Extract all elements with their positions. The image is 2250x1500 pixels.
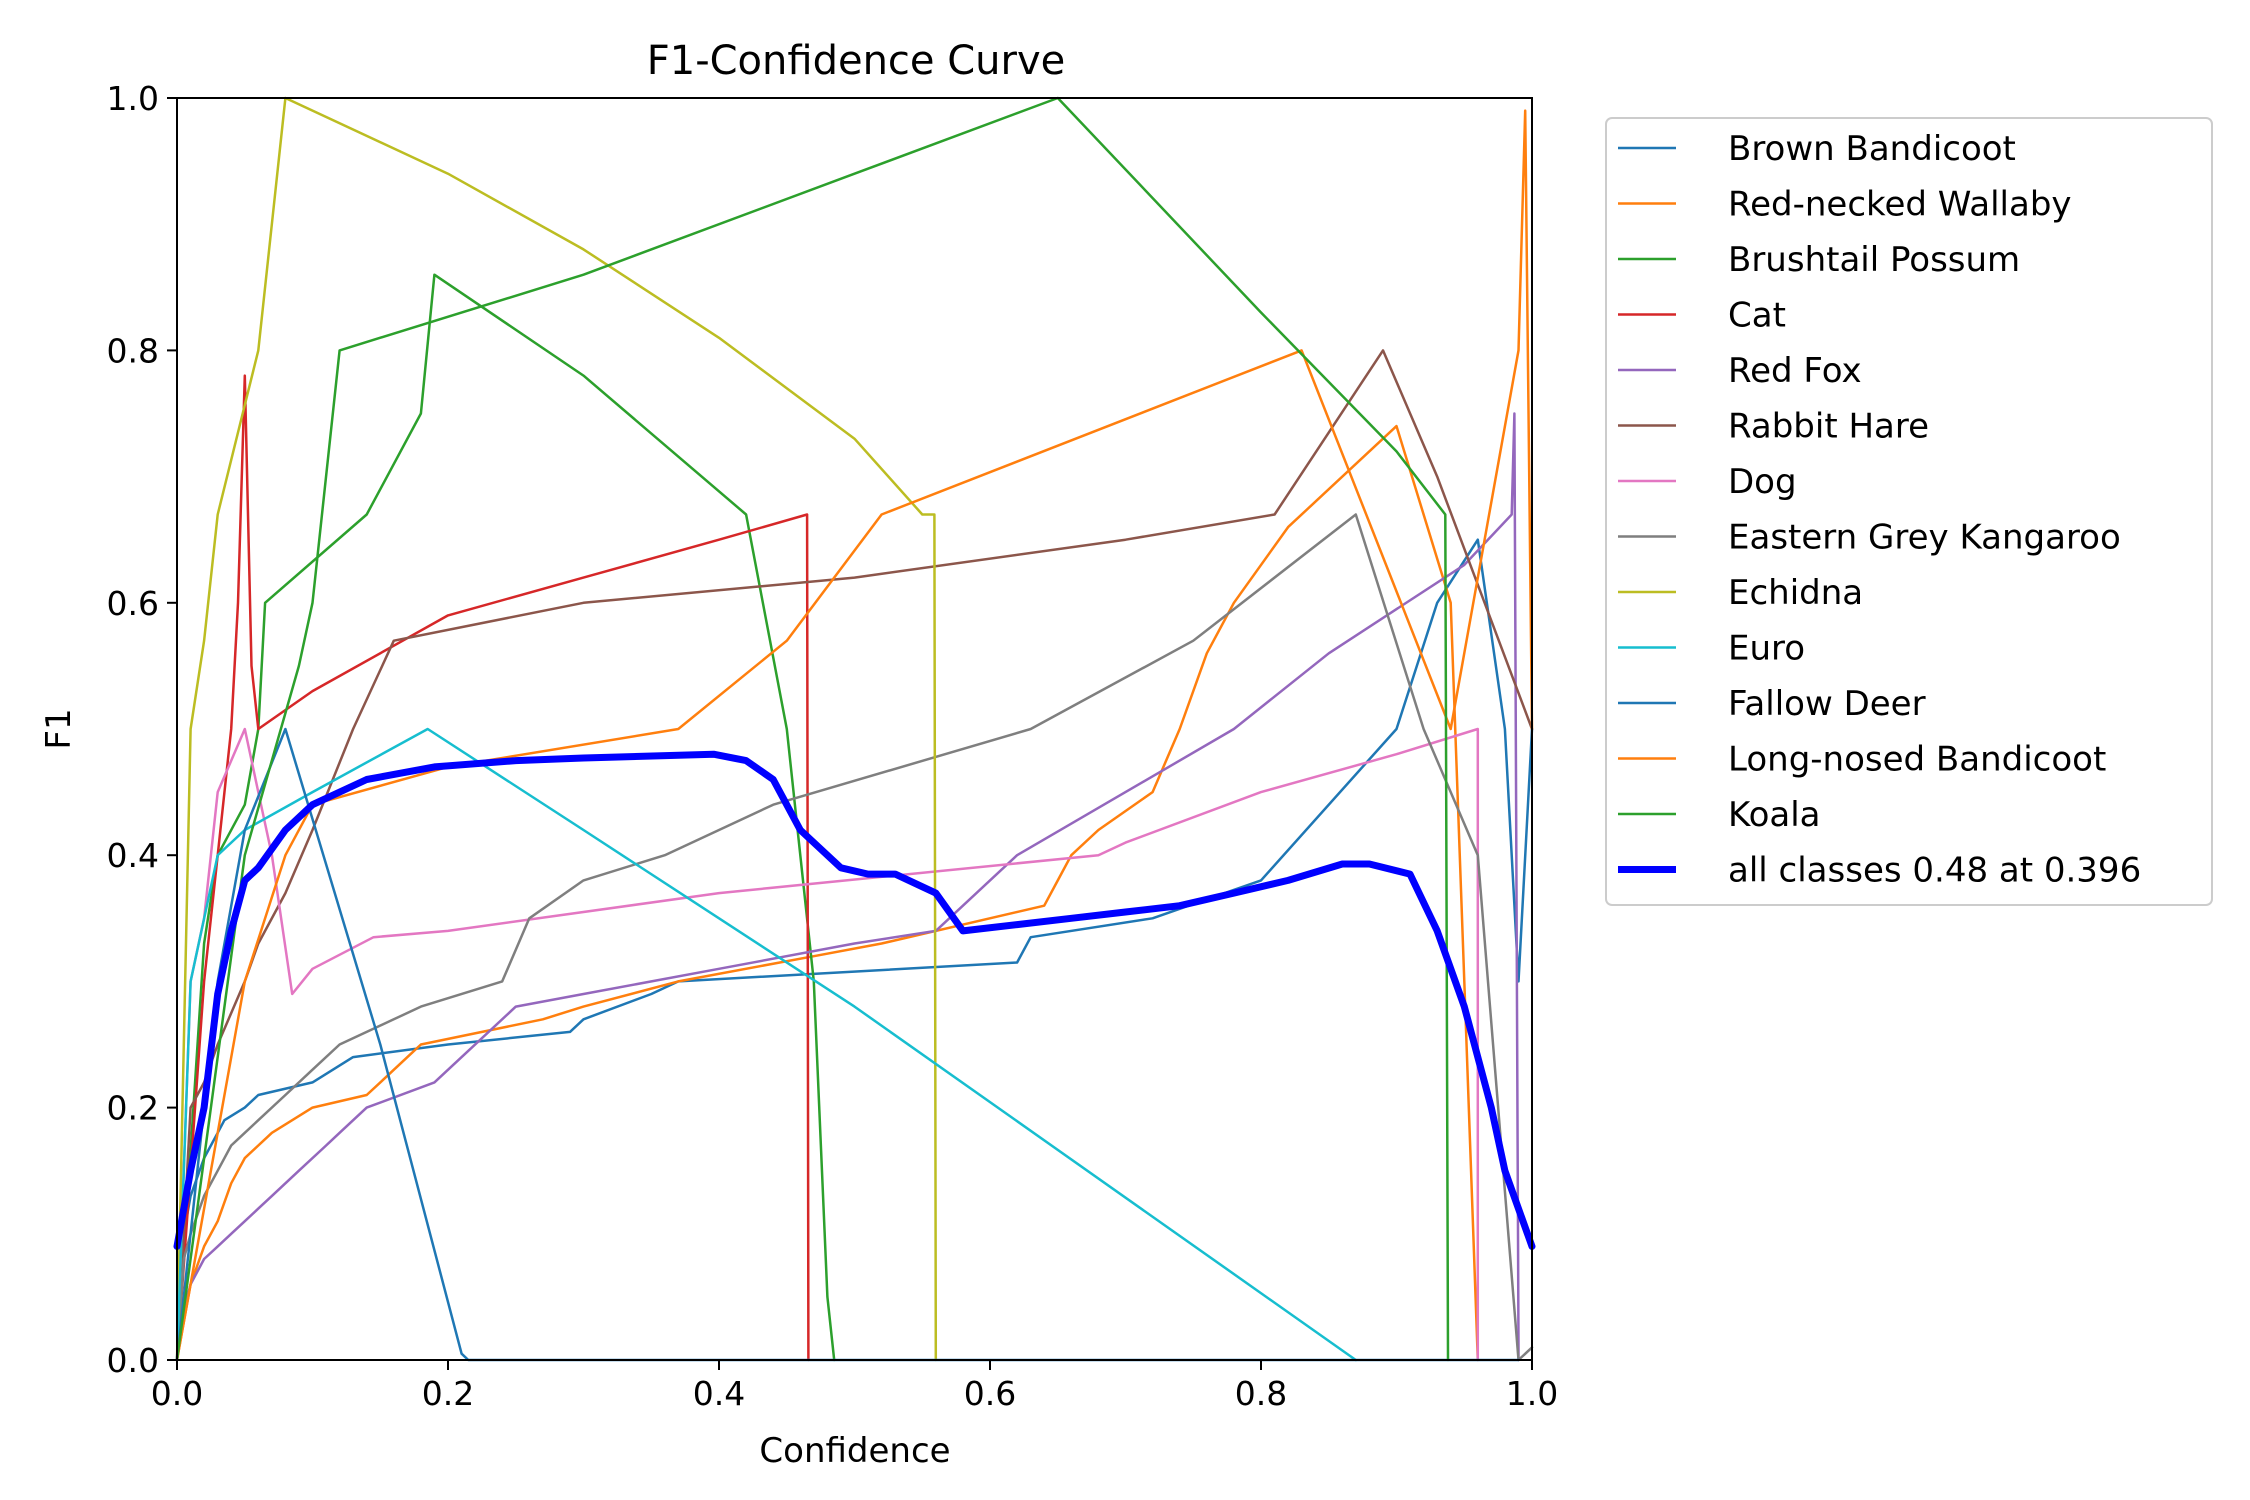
legend-label: Echidna xyxy=(1728,573,1863,613)
series-line-10 xyxy=(175,727,1520,1362)
y-tick-label: 0.0 xyxy=(107,1341,159,1380)
legend-label: Brushtail Possum xyxy=(1728,240,2020,280)
series-line-7 xyxy=(175,513,1534,1362)
series-line-9 xyxy=(175,727,1358,1362)
legend: Brown Bandicoot Red-necked Wallaby Brushta… xyxy=(1605,117,2213,906)
y-tick-label: 1.0 xyxy=(107,79,159,118)
series-line-5 xyxy=(175,349,1534,1362)
legend-label: Dog xyxy=(1728,462,1797,502)
x-axis-ticks: 0.0 0.2 0.4 0.6 0.8 1.0 xyxy=(151,1360,1558,1413)
legend-label: Red Fox xyxy=(1728,351,1862,391)
series-line-6 xyxy=(175,727,1480,1362)
legend-label: all classes 0.48 at 0.396 xyxy=(1728,851,2141,891)
series-line-1 xyxy=(175,424,1480,1362)
x-tick-label: 0.6 xyxy=(964,1374,1016,1413)
series-line-4 xyxy=(175,412,1520,1362)
legend-label: Koala xyxy=(1728,795,1821,835)
plot-frame xyxy=(176,97,1533,1361)
legend-label: Long-nosed Bandicoot xyxy=(1728,740,2106,780)
legend-label: Cat xyxy=(1728,296,1786,336)
series-line-0 xyxy=(175,538,1534,1362)
series-line-2 xyxy=(175,273,836,1362)
legend-label: Rabbit Hare xyxy=(1728,407,1929,447)
y-tick-label: 0.8 xyxy=(107,331,159,370)
y-tick-label: 0.2 xyxy=(107,1089,159,1128)
y-tick-label: 0.4 xyxy=(107,836,159,875)
legend-frame xyxy=(1605,117,2213,906)
x-tick-label: 0.4 xyxy=(693,1374,745,1413)
series-line-11 xyxy=(175,109,1534,1362)
x-tick-label: 0.2 xyxy=(422,1374,474,1413)
series-line-12 xyxy=(175,96,1450,1362)
series-line-13 xyxy=(173,750,1536,1250)
series-line-3 xyxy=(175,374,810,1362)
y-axis-label: F1 xyxy=(39,708,79,749)
legend-label: Brown Bandicoot xyxy=(1728,129,2016,169)
chart-title: F1-Confidence Curve xyxy=(647,38,1066,84)
legend-label: Fallow Deer xyxy=(1728,684,1926,724)
y-axis-ticks: 0.0 0.2 0.4 0.6 0.8 1.0 xyxy=(107,79,177,1380)
legend-label: Euro xyxy=(1728,629,1805,669)
legend-label: Red-necked Wallaby xyxy=(1728,185,2072,225)
x-tick-label: 0.0 xyxy=(151,1374,203,1413)
x-tick-label: 1.0 xyxy=(1506,1374,1558,1413)
y-tick-label: 0.6 xyxy=(107,584,159,623)
legend-label: Eastern Grey Kangaroo xyxy=(1728,518,2121,558)
plot-lines xyxy=(173,96,1536,1362)
x-axis-label: Confidence xyxy=(759,1431,950,1471)
x-tick-label: 0.8 xyxy=(1235,1374,1287,1413)
